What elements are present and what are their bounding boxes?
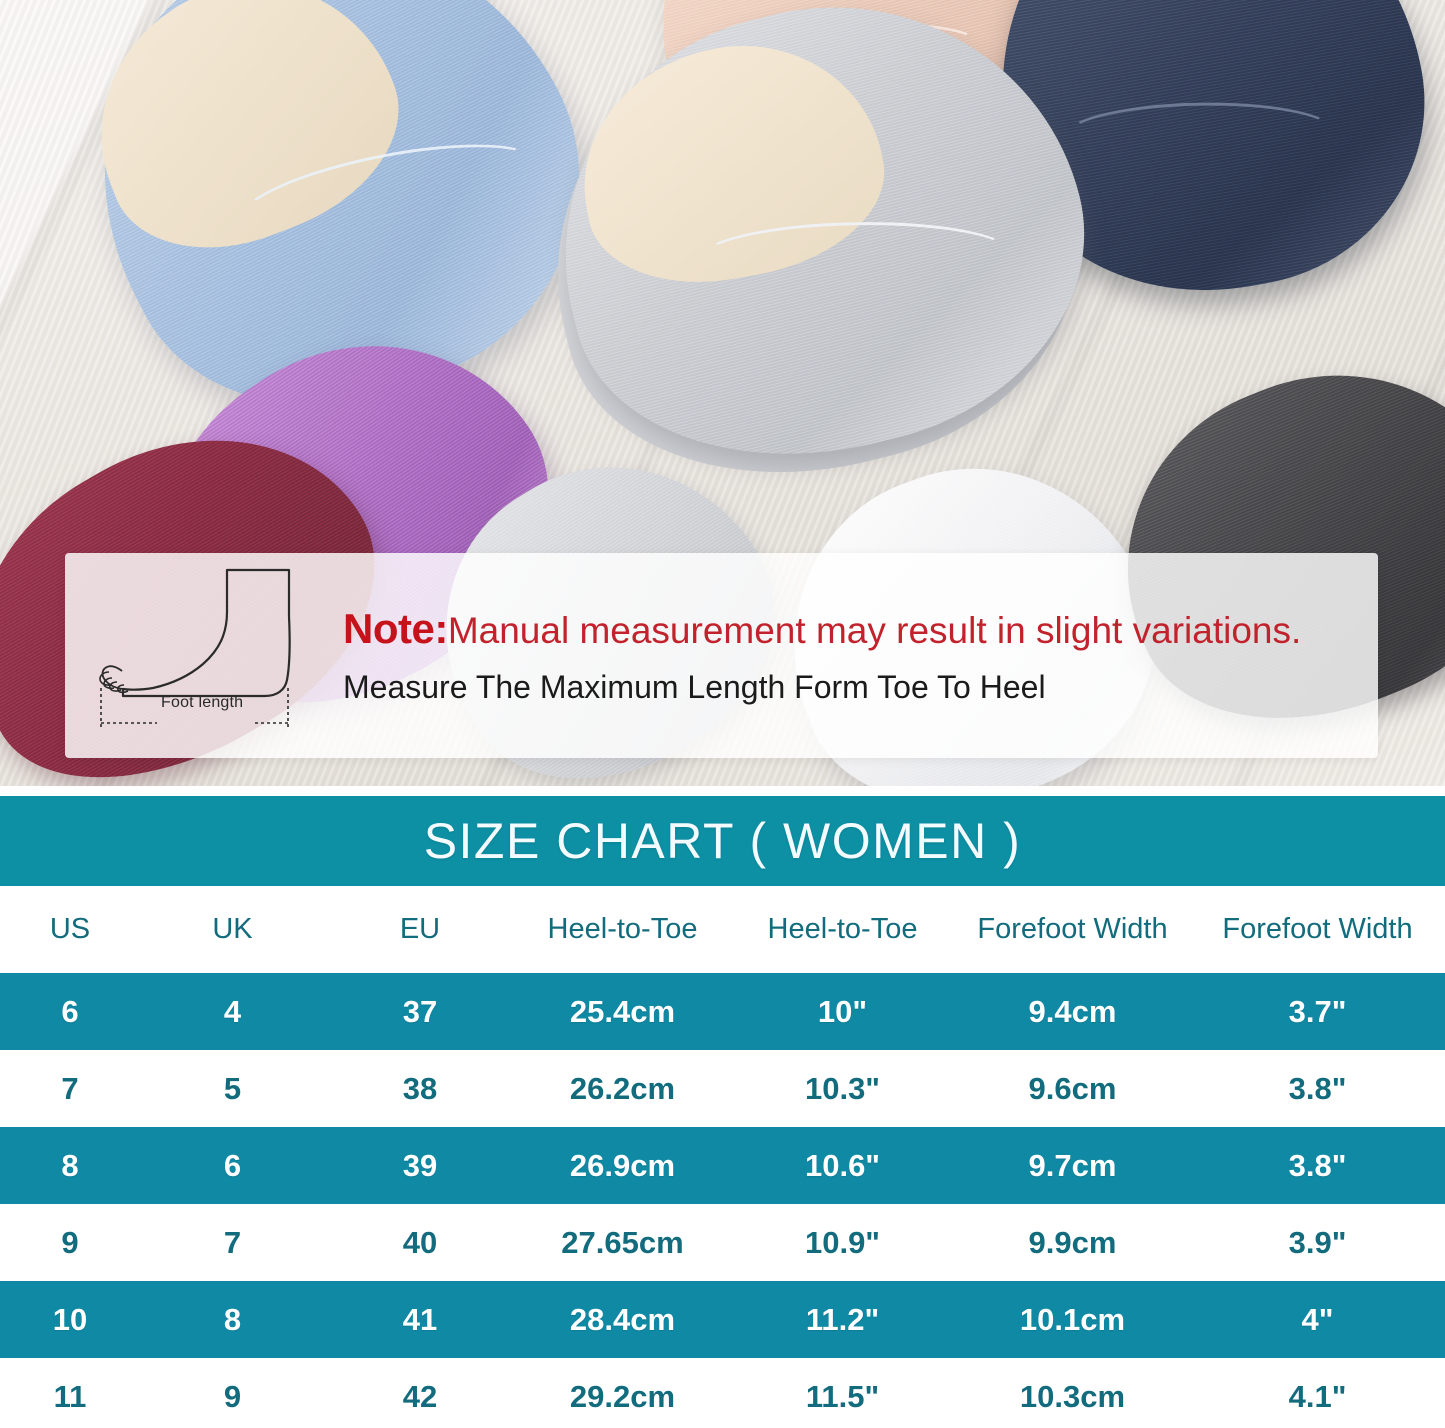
column-header-us: US (49, 913, 91, 945)
cell-uk: 8 (223, 1301, 242, 1337)
column-header-forefoot-cm: Forefoot Width (977, 913, 1168, 945)
cell-forefoot-cm: 9.7cm (1028, 1147, 1117, 1183)
cell-heel-to-toe-cm: 26.9cm (569, 1147, 676, 1183)
cell-forefoot-in: 3.9" (1288, 1224, 1347, 1260)
cell-us: 8 (61, 1147, 79, 1183)
cell-us: 6 (61, 993, 79, 1029)
cell-heel-to-toe-cm: 25.4cm (569, 993, 676, 1029)
note-line-1-text: Manual measurement may result in slight … (447, 609, 1302, 651)
light-grey-slipper (506, 0, 1126, 525)
cell-eu: 40 (402, 1224, 438, 1260)
note-text-block: Note:Manual measurement may result in sl… (329, 604, 1378, 708)
note-label: Note: (343, 604, 448, 652)
table-row: 9 7 40 27.65cm 10.9" 9.9cm 3.9" (0, 1204, 1445, 1281)
column-header-uk: UK (212, 913, 253, 945)
note-line-1: Note:Manual measurement may result in sl… (343, 604, 1358, 654)
cell-heel-to-toe-cm: 27.65cm (561, 1224, 684, 1260)
cell-uk: 4 (223, 993, 242, 1029)
cell-heel-to-toe-cm: 29.2cm (569, 1378, 676, 1414)
cell-forefoot-cm: 9.4cm (1028, 993, 1117, 1029)
cell-eu: 42 (402, 1378, 438, 1414)
cell-uk: 6 (223, 1147, 242, 1183)
cell-forefoot-in: 3.8" (1288, 1070, 1347, 1106)
cell-forefoot-in: 4.1" (1288, 1378, 1347, 1414)
table-row: 7 5 38 26.2cm 10.3" 9.6cm 3.8" (0, 1050, 1445, 1127)
cell-us: 11 (53, 1378, 87, 1414)
cell-eu: 39 (402, 1147, 438, 1183)
table-row: 10 8 41 28.4cm 11.2" 10.1cm 4" (0, 1281, 1445, 1358)
cell-heel-to-toe-cm: 26.2cm (569, 1070, 676, 1106)
foot-outline-icon (99, 568, 291, 728)
cell-forefoot-in: 3.8" (1288, 1147, 1347, 1183)
table-row: 6 4 37 25.4cm 10" 9.4cm 3.7" (0, 973, 1445, 1050)
column-header-eu: EU (399, 913, 441, 945)
cell-heel-to-toe-in: 10" (817, 993, 868, 1029)
table-row: 8 6 39 26.9cm 10.6" 9.7cm 3.8" (0, 1127, 1445, 1204)
cell-forefoot-in: 4" (1301, 1301, 1334, 1337)
cell-forefoot-cm: 10.3cm (1019, 1378, 1126, 1414)
column-header-heel-to-toe-cm: Heel-to-Toe (547, 913, 698, 945)
foot-length-label: Foot length (161, 694, 244, 711)
column-header-forefoot-in: Forefoot Width (1222, 913, 1413, 945)
cell-uk: 9 (223, 1378, 242, 1414)
cell-eu: 37 (402, 993, 438, 1029)
size-chart-table: US UK EU Heel-to-Toe Heel-to-Toe Forefoo… (0, 886, 1445, 1428)
cell-eu: 41 (402, 1301, 438, 1337)
table-header-row: US UK EU Heel-to-Toe Heel-to-Toe Forefoo… (0, 886, 1445, 973)
cell-forefoot-cm: 10.1cm (1019, 1301, 1126, 1337)
cell-heel-to-toe-cm: 28.4cm (569, 1301, 676, 1337)
cell-us: 10 (52, 1301, 88, 1337)
cell-heel-to-toe-in: 10.3" (804, 1070, 881, 1106)
column-header-heel-to-toe-in: Heel-to-Toe (767, 913, 918, 945)
cell-heel-to-toe-in: 10.9" (804, 1224, 881, 1260)
foot-length-diagram: Foot length (79, 568, 329, 743)
cell-uk: 5 (223, 1070, 242, 1106)
cell-uk: 7 (223, 1224, 242, 1260)
note-line-2: Measure The Maximum Length Form Toe To H… (343, 669, 1046, 706)
cell-forefoot-in: 3.7" (1288, 993, 1347, 1029)
cell-heel-to-toe-in: 11.5" (805, 1378, 880, 1414)
cell-heel-to-toe-in: 10.6" (804, 1147, 881, 1183)
cell-us: 7 (61, 1070, 79, 1106)
cell-forefoot-cm: 9.6cm (1028, 1070, 1117, 1106)
table-row: 11 9 42 29.2cm 11.5" 10.3cm 4.1" (0, 1358, 1445, 1428)
size-chart-banner: SIZE CHART ( WOMEN ) (0, 796, 1445, 886)
cell-forefoot-cm: 9.9cm (1028, 1224, 1117, 1260)
measurement-note-card: Foot length Note:Manual measurement may … (65, 553, 1378, 758)
cell-eu: 38 (402, 1070, 438, 1106)
cell-us: 9 (61, 1224, 79, 1260)
page-title: SIZE CHART ( WOMEN ) (423, 813, 1022, 869)
cell-heel-to-toe-in: 11.2" (805, 1301, 880, 1337)
